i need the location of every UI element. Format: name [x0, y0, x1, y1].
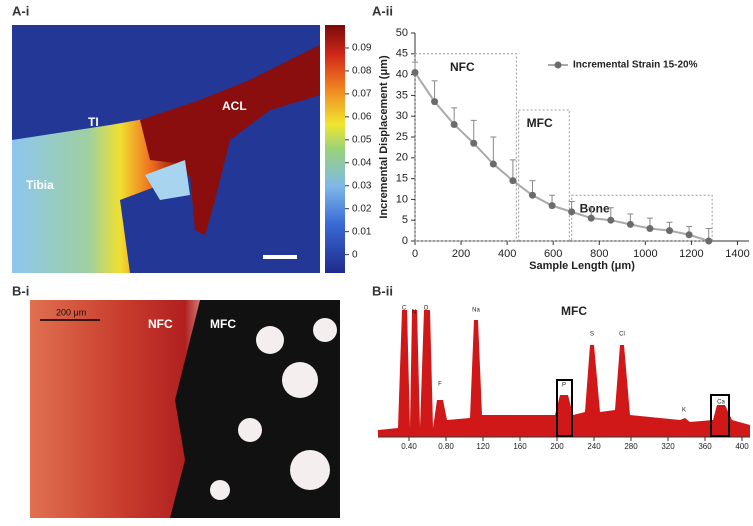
colorbar-tick-label: 0.05 — [352, 134, 372, 145]
zone-label: MFC — [210, 317, 236, 331]
x-tick-label: 1400 — [725, 248, 749, 260]
point — [450, 121, 458, 129]
point — [470, 139, 478, 147]
point — [568, 208, 576, 216]
x-tick-label: 600 — [544, 248, 562, 260]
x-tick-label: 360 — [698, 442, 712, 451]
peak-label: Ca — [717, 400, 725, 406]
spectrum-title: MFC — [561, 304, 587, 318]
series-line — [414, 71, 709, 242]
region-label: ACL — [222, 99, 247, 113]
y-axis-label: Incremental Displacement (μm) — [378, 55, 390, 219]
x-tick-label: 200 — [550, 442, 564, 451]
region-box — [518, 109, 570, 242]
panel-label: B-ii — [372, 283, 393, 298]
y-tick-label: 20 — [396, 152, 408, 164]
legend-label: Incremental Strain 15-20% — [573, 60, 698, 71]
colorbar-tick-label: 0.03 — [352, 180, 372, 191]
strain-map — [12, 25, 320, 273]
y-tick-label: 30 — [396, 110, 408, 122]
x-tick-label: 0.80 — [438, 442, 454, 451]
colorbar — [325, 25, 345, 273]
y-tick-label: 40 — [396, 69, 408, 81]
y-tick-label: 15 — [396, 173, 408, 185]
point — [411, 69, 419, 77]
point — [607, 216, 615, 224]
peak-label: Cl — [619, 332, 625, 338]
region-label: TI — [88, 115, 99, 129]
region-label: MFC — [527, 116, 553, 130]
x-tick-label: 120 — [476, 442, 490, 451]
zone-label: NFC — [148, 317, 173, 331]
colorbar-tick-label: 0.06 — [352, 111, 372, 122]
point — [666, 227, 674, 235]
colorbar-tick-label: 0.02 — [352, 203, 372, 214]
y-tick-label: 35 — [396, 89, 408, 101]
peak-label: S — [590, 332, 594, 338]
x-tick-label: 1000 — [633, 248, 657, 260]
peak-label: P — [562, 383, 566, 389]
colorbar-tick-label: 0.08 — [352, 66, 372, 77]
x-tick-label: 800 — [590, 248, 608, 260]
point — [548, 202, 556, 210]
peak-label: C — [402, 306, 407, 312]
x-tick-label: 400 — [735, 442, 749, 451]
region-label: NFC — [450, 60, 475, 74]
peak-label: O — [424, 306, 429, 312]
panel-label: B-i — [12, 283, 29, 298]
y-tick-label: 45 — [396, 48, 408, 60]
legend-marker — [554, 61, 562, 69]
point — [646, 225, 654, 233]
x-tick-label: 0 — [412, 248, 418, 260]
point — [509, 177, 517, 185]
x-tick-label: 160 — [513, 442, 527, 451]
y-tick-label: 0 — [402, 235, 408, 247]
peak-label: N — [412, 310, 416, 316]
point — [705, 237, 713, 245]
colorbar-tick-label: 0.07 — [352, 89, 372, 100]
region-label: Bone — [580, 201, 610, 215]
point — [489, 160, 497, 168]
region-box — [414, 53, 517, 242]
peak-label: F — [438, 382, 442, 388]
spectrum — [378, 310, 750, 438]
point — [528, 191, 536, 199]
histology-image — [30, 300, 340, 518]
panel-label: A-ii — [372, 3, 393, 18]
x-tick-label: 280 — [624, 442, 638, 451]
y-tick-label: 50 — [396, 27, 408, 39]
point — [685, 231, 693, 239]
x-tick-label: 320 — [661, 442, 675, 451]
colorbar-tick-label: 0 — [352, 249, 358, 260]
y-tick-label: 10 — [396, 193, 408, 205]
colorbar-tick-label: 0.01 — [352, 226, 372, 237]
point — [431, 98, 439, 106]
x-axis-label: Sample Length (μm) — [529, 260, 635, 272]
region-label: Tibia — [26, 178, 54, 192]
x-tick-label: 0.40 — [401, 442, 417, 451]
x-tick-label: 200 — [452, 248, 470, 260]
region-box — [571, 194, 713, 242]
point — [626, 220, 634, 228]
colorbar-tick-label: 0.04 — [352, 157, 372, 168]
x-tick-label: 240 — [587, 442, 601, 451]
peak-label: K — [682, 408, 686, 414]
y-tick-label: 25 — [396, 131, 408, 143]
colorbar-tick-label: 0.09 — [352, 43, 372, 54]
panel-label: A-i — [12, 3, 29, 18]
x-tick-label: 1200 — [679, 248, 703, 260]
scale-bar-label: 200 μm — [56, 307, 86, 317]
peak-label: Na — [472, 308, 480, 314]
point — [587, 214, 595, 222]
x-tick-label: 400 — [498, 248, 516, 260]
y-tick-label: 5 — [402, 214, 408, 226]
